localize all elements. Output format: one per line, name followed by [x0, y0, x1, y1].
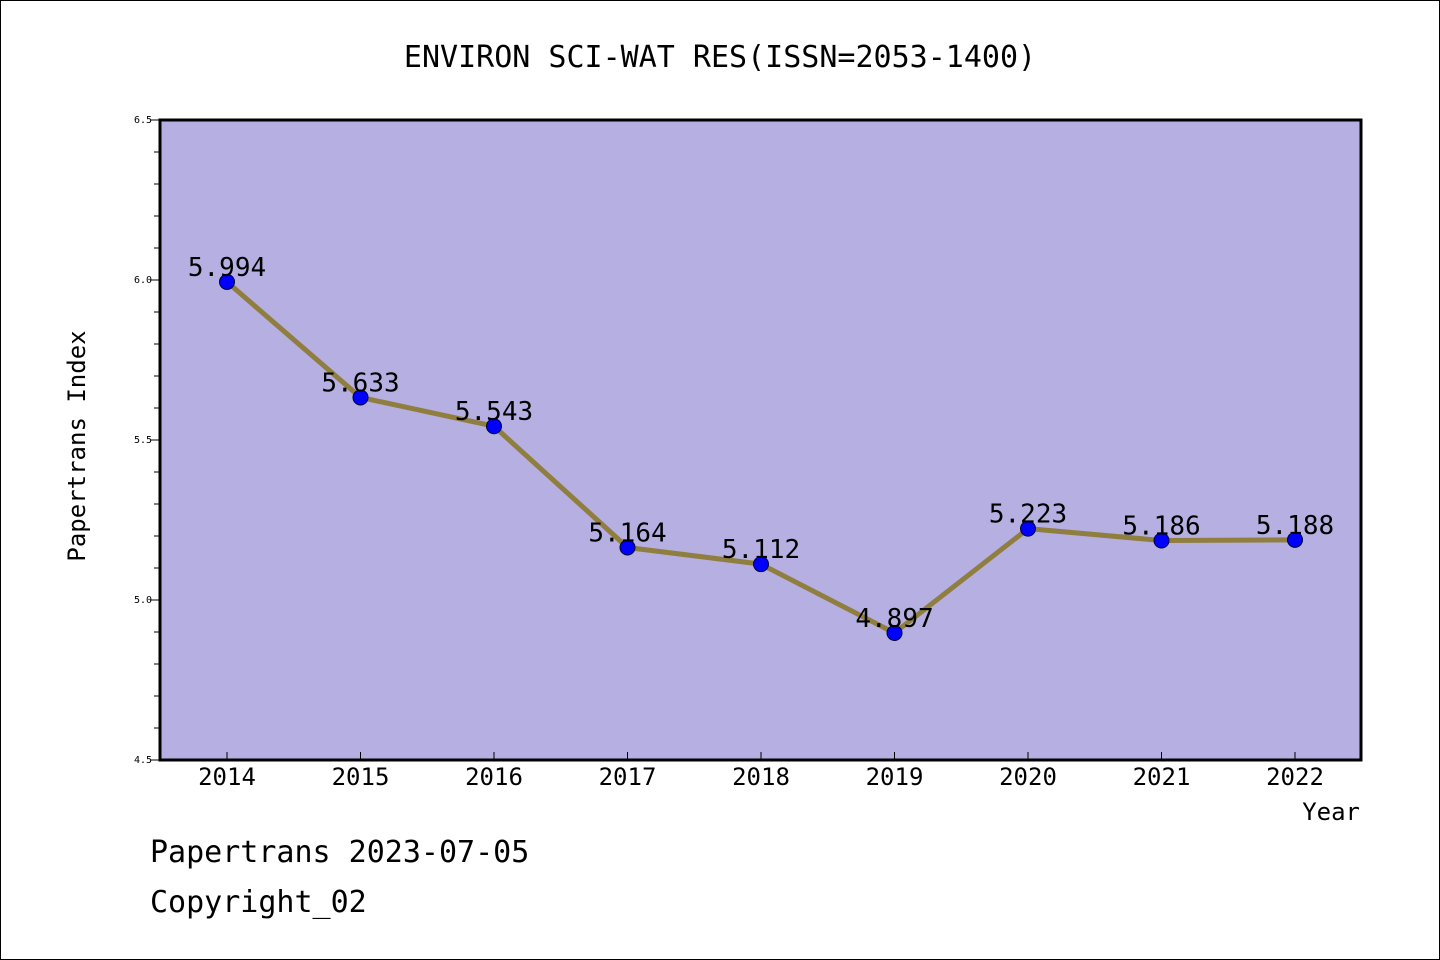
y-tick-label: 4.5	[134, 755, 152, 766]
data-point	[619, 539, 636, 556]
footer-copyright: Copyright_02	[150, 885, 367, 920]
data-label: 5.186	[1122, 511, 1200, 541]
data-point	[1020, 520, 1036, 537]
x-tick-label: 2014	[198, 763, 256, 791]
x-tick-label: 2016	[465, 763, 523, 791]
y-tick-label: 6.5	[134, 115, 152, 126]
x-axis-label: Year	[1302, 798, 1360, 826]
chart-title: ENVIRON SCI-WAT RES(ISSN=2053-1400)	[404, 40, 1036, 75]
x-tick-label: 2021	[1133, 763, 1191, 791]
data-point	[219, 273, 235, 290]
y-axis: 4.5 5.0 5.5 6.0 6.5	[134, 115, 160, 766]
x-axis: 2014 2015 2016 2017 2018 2019 2020 2021 2022	[198, 752, 1324, 791]
data-label: 5.994	[188, 253, 266, 283]
data-point	[753, 556, 769, 573]
y-tick-label: 5.5	[134, 435, 152, 446]
data-label: 5.223	[989, 500, 1067, 530]
data-point	[1153, 532, 1170, 549]
x-tick-label: 2017	[599, 763, 657, 791]
data-point	[352, 389, 369, 406]
data-labels: 5.994 5.633 5.543 5.164 5.112 4.897 5.223 5.186…	[188, 253, 1334, 634]
y-tick-label: 6.0	[134, 275, 152, 286]
data-label: 5.543	[455, 397, 533, 427]
data-label: 5.188	[1256, 511, 1334, 541]
data-point	[886, 624, 903, 641]
x-tick-label: 2018	[732, 763, 790, 791]
x-tick-label: 2015	[332, 763, 390, 791]
data-label: 5.112	[722, 535, 800, 565]
x-tick-label: 2020	[999, 763, 1057, 791]
y-tick-label: 5.0	[134, 595, 152, 606]
y-axis-label: Papertrans Index	[63, 330, 91, 561]
data-label: 5.164	[588, 519, 666, 549]
data-label: 4.897	[855, 604, 933, 634]
x-tick-label: 2022	[1266, 763, 1324, 791]
plot-area	[158, 118, 1363, 762]
data-point	[486, 418, 502, 435]
footer-date: Papertrans 2023-07-05	[150, 835, 530, 870]
x-tick-label: 2019	[866, 763, 924, 791]
series-markers	[219, 273, 1303, 641]
data-point	[1287, 531, 1303, 548]
data-label: 5.633	[321, 368, 399, 398]
